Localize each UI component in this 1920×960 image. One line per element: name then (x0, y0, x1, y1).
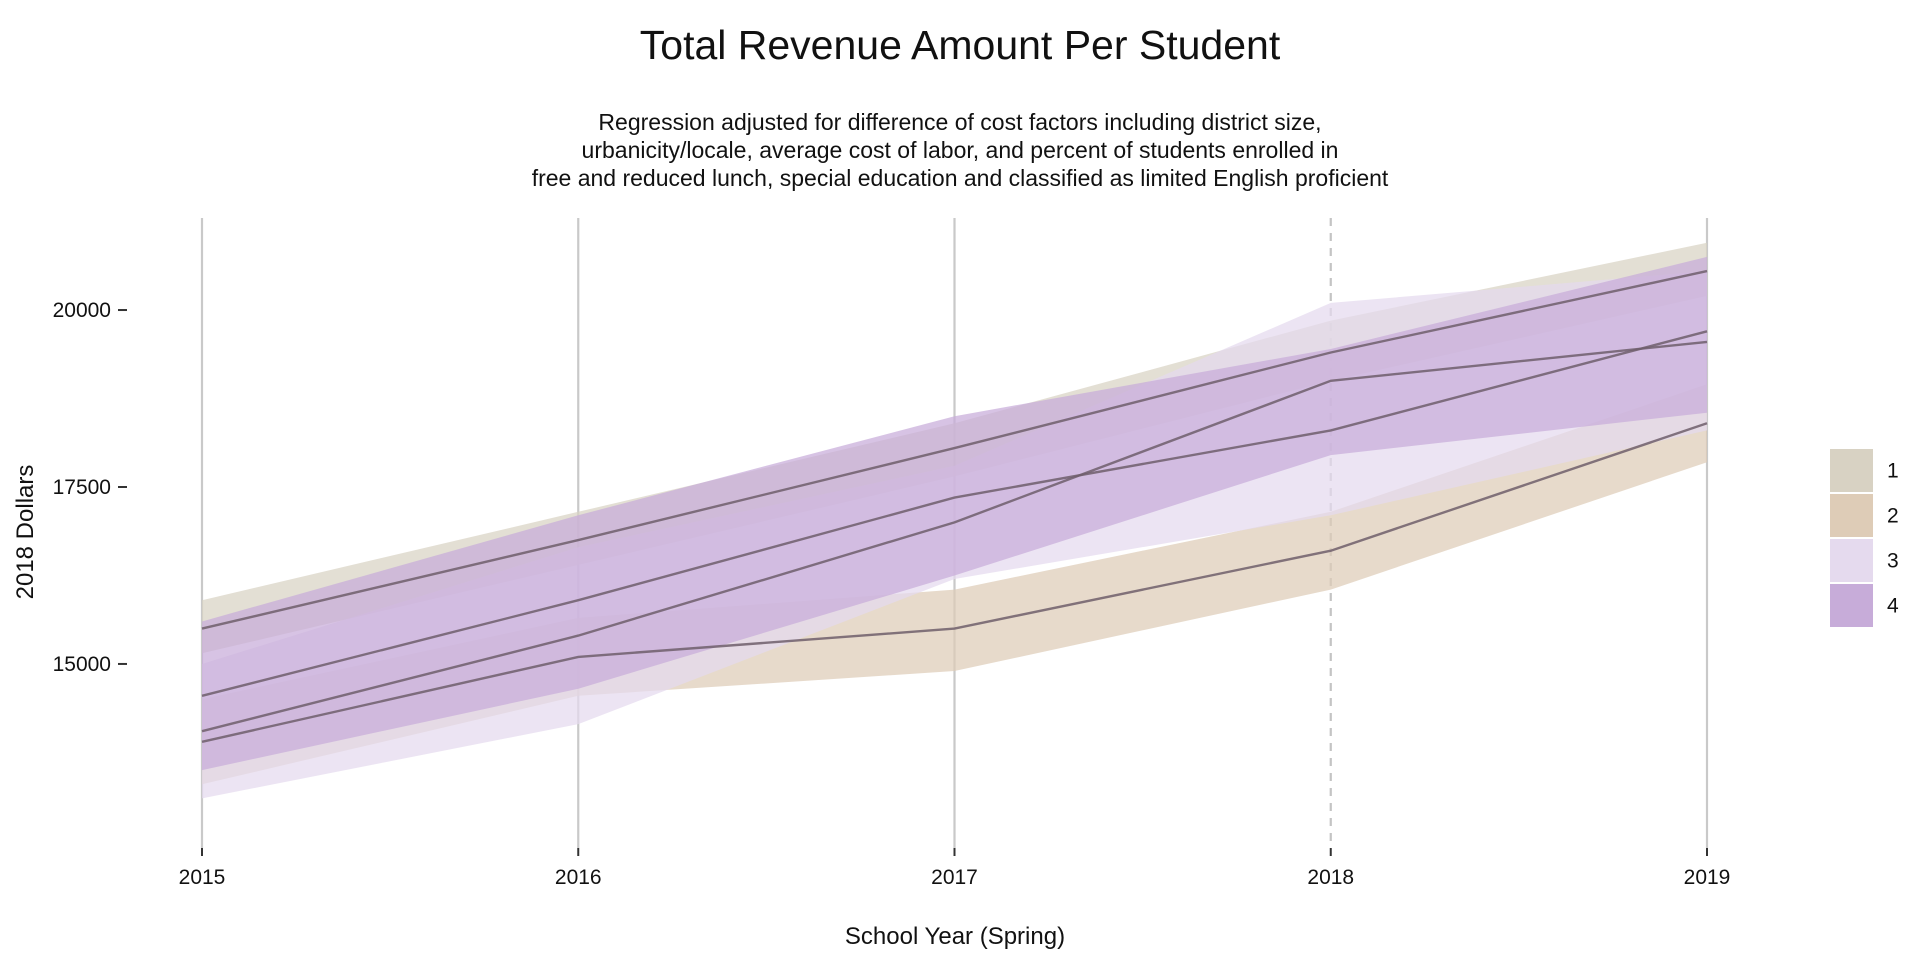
legend-label-2: 2 (1887, 505, 1899, 528)
x-tick-label: 2016 (555, 866, 602, 889)
line-series-3 (201, 340, 1708, 733)
legend-key-4 (1830, 584, 1873, 627)
subtitle-line-1: Regression adjusted for difference of co… (598, 109, 1322, 135)
line-series-4 (201, 330, 1708, 697)
subtitle-line-3: free and reduced lunch, special educatio… (531, 165, 1389, 191)
legend: 1 2 3 4 (1830, 449, 1899, 627)
y-tick-label: 20000 (53, 299, 111, 322)
legend-label-1: 1 (1887, 460, 1899, 483)
y-axis-title: 2018 Dollars (12, 465, 39, 600)
x-tick-label: 2017 (931, 866, 978, 889)
y-tick-label: 15000 (53, 653, 111, 676)
line-series-1 (201, 269, 1708, 630)
legend-label-3: 3 (1887, 550, 1899, 573)
y-tick-label: 17500 (53, 476, 111, 499)
chart-title: Total Revenue Amount Per Student (639, 22, 1281, 68)
x-axis: 2015 2016 2017 2018 2019 (179, 848, 1731, 889)
x-axis-title: School Year (Spring) (845, 923, 1065, 950)
legend-key-2 (1830, 494, 1873, 537)
chart-subtitle: Regression adjusted for difference of co… (0, 108, 1920, 192)
confidence-bands (202, 242, 1707, 799)
x-tick-label: 2019 (1684, 866, 1731, 889)
subtitle-line-2: urbanicity/locale, average cost of labor… (581, 137, 1339, 163)
band-series-4 (202, 256, 1707, 771)
x-tick-label: 2018 (1307, 866, 1354, 889)
x-tick-label: 2015 (179, 866, 226, 889)
series-lines (201, 269, 1708, 743)
legend-key-1 (1830, 449, 1873, 492)
y-axis: 15000 17500 20000 (53, 299, 127, 676)
legend-label-4: 4 (1887, 595, 1899, 618)
line-series-2 (201, 422, 1708, 743)
legend-key-3 (1830, 539, 1873, 582)
